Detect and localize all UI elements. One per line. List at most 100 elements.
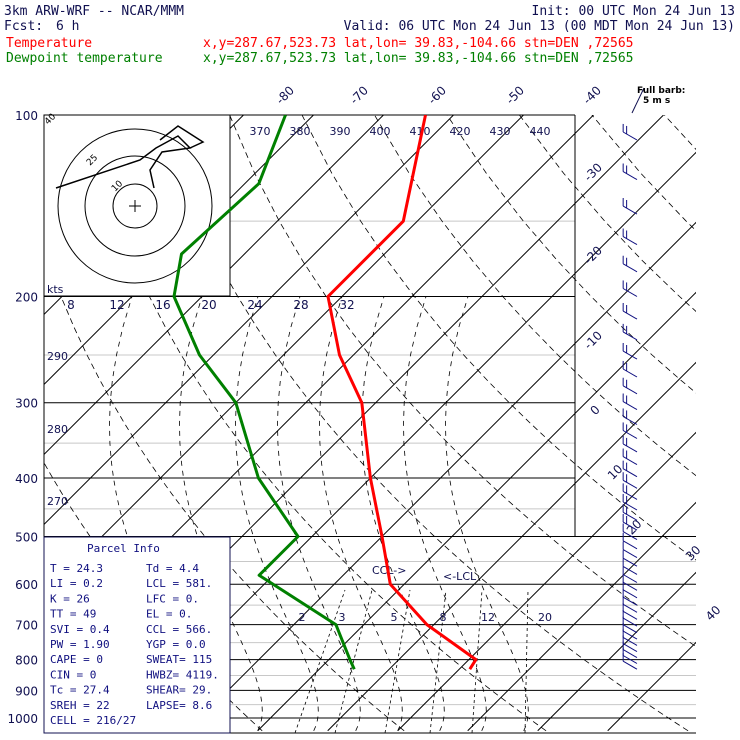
wind-barb — [622, 504, 638, 521]
wind-barb — [622, 566, 638, 583]
direction-label-290: 290 — [47, 350, 68, 363]
wind-barb-flag — [622, 448, 624, 457]
mixing-ratio-label-12: 12 — [481, 611, 495, 624]
isotherm-label--30: -30 — [581, 160, 605, 184]
wind-barb-staff — [622, 171, 638, 181]
isotherm-0 — [257, 291, 696, 732]
wind-barb-staff — [622, 479, 638, 489]
pressure-label-700: 700 — [15, 619, 38, 633]
wind-barb-staff — [622, 649, 638, 659]
wind-barb — [622, 523, 638, 541]
wind-barb-flag — [622, 323, 624, 332]
temperature-trace — [326, 115, 478, 671]
hodograph-ring-2 — [57, 128, 213, 284]
wind-barb — [622, 472, 638, 489]
parcel-info-title: Parcel Info — [87, 542, 160, 555]
isotherm--120 — [0, 115, 33, 731]
parcel-row-right: EL = 0. — [146, 608, 192, 621]
wind-barb-flag — [626, 462, 628, 471]
hodograph-speed-label-16: 16 — [155, 298, 170, 312]
wind-barb — [622, 493, 638, 511]
direction-label-280: 280 — [47, 423, 68, 436]
wind-barb-flag — [626, 379, 628, 388]
wind-barb-staff — [622, 596, 638, 606]
wind-barb — [622, 574, 638, 591]
wind-barb — [622, 198, 638, 215]
parcel-row-left: T = 24.3 — [50, 562, 103, 575]
hodograph-speed-label-8: 8 — [67, 298, 75, 312]
model-title: 3km ARW-WRF -- NCAR/MMM — [4, 4, 184, 19]
wind-barb — [622, 255, 638, 273]
wind-barb — [622, 581, 638, 599]
wind-barb — [622, 603, 638, 620]
isotherm--70 — [44, 115, 384, 456]
isotherm-label--70: -70 — [347, 83, 371, 107]
theta-label-420: 420 — [450, 125, 471, 138]
wind-barb-flag — [626, 474, 628, 483]
wind-barb — [622, 435, 638, 453]
wind-barb-flag — [622, 198, 624, 207]
wind-barb — [622, 653, 638, 670]
mixing-ratio-line-5 — [524, 589, 529, 733]
parcel-row-left: CIN = 0 — [50, 668, 96, 681]
barb-legend-unit: 5 m s — [643, 96, 670, 106]
theta-label-370: 370 — [250, 125, 271, 138]
wind-barb-flag — [626, 200, 628, 209]
dry-adiabat-450 — [591, 115, 696, 232]
wind-barb-flag — [622, 523, 624, 532]
wind-barb-flag — [622, 550, 624, 559]
wind-barb-flag — [622, 228, 624, 237]
wind-barb-staff — [622, 565, 638, 575]
wind-barb-staff — [622, 310, 638, 320]
isotherm--50 — [44, 115, 524, 596]
wind-barb-staff — [622, 643, 638, 653]
wind-barb-flag — [626, 485, 628, 494]
wind-barb-flag — [626, 325, 628, 334]
wind-barb-flag — [626, 257, 628, 266]
wind-barb — [622, 514, 638, 531]
wind-barb-flag — [626, 305, 628, 314]
hodograph-speed-label-28: 28 — [293, 298, 308, 312]
wind-barb-flag — [622, 589, 624, 598]
wind-barb-flag — [622, 493, 624, 503]
parcel-row-left: CAPE = 0 — [50, 653, 103, 666]
wind-barb — [622, 448, 638, 466]
wind-barb-flag — [622, 393, 624, 402]
wind-barb — [622, 541, 638, 559]
wind-barb-flag — [622, 504, 624, 513]
wind-barb-flag — [622, 483, 624, 492]
wind-barb-staff — [622, 630, 638, 640]
wind-barb-flag — [622, 377, 624, 386]
wind-barb — [622, 483, 638, 500]
isotherm--10 — [187, 221, 696, 732]
wind-barb-staff — [622, 521, 638, 531]
moist-adiabat-8 — [235, 296, 319, 731]
parcel-row-left: TT = 49 — [50, 608, 96, 621]
pressure-label-400: 400 — [15, 472, 38, 486]
hodograph-kts-label: kts — [47, 283, 64, 296]
hodograph-ring-1 — [84, 155, 186, 257]
wind-barb-flag — [626, 437, 628, 446]
wind-barb-staff — [622, 350, 638, 360]
dry-adiabat-350 — [229, 115, 696, 648]
wind-barb — [622, 532, 638, 550]
isotherm-label-40: 40 — [703, 603, 724, 624]
init-time: Init: 00 UTC Mon 24 Jun 13 — [532, 4, 736, 19]
isotherm-label-30: 30 — [683, 543, 704, 564]
wind-barb-staff — [622, 236, 638, 246]
pressure-label-300: 300 — [15, 397, 38, 411]
pressure-label-600: 600 — [15, 578, 38, 592]
valid-time: Valid: 06 UTC Mon 24 Jun 13 (00 MDT Mon … — [344, 19, 735, 34]
wind-barb-staff — [622, 581, 638, 591]
isotherm-10 — [327, 361, 696, 732]
wind-barb-flag — [626, 424, 628, 433]
fcst-label: Fcst: — [4, 19, 43, 34]
wind-barb-flag — [626, 362, 628, 372]
wind-barb-flag — [626, 125, 628, 135]
parcel-row-left: SVI = 0.4 — [50, 623, 110, 636]
wind-barb — [622, 408, 638, 425]
wind-barb-flag — [622, 360, 624, 370]
wind-barb-staff — [622, 589, 638, 599]
wind-barb — [622, 393, 638, 411]
